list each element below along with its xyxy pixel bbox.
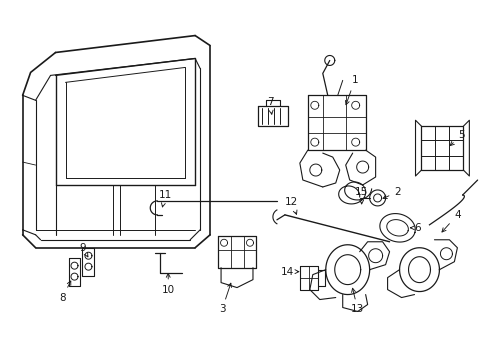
Text: 10: 10 (162, 274, 174, 294)
Text: 11: 11 (158, 190, 171, 207)
Text: 6: 6 (410, 223, 420, 233)
Text: 14: 14 (281, 267, 298, 276)
Text: 2: 2 (382, 187, 400, 199)
Text: 7: 7 (266, 97, 273, 114)
Text: 1: 1 (345, 75, 357, 105)
Text: 4: 4 (441, 210, 460, 232)
Text: 12: 12 (285, 197, 298, 214)
Text: 3: 3 (218, 283, 231, 315)
Text: 5: 5 (449, 130, 464, 145)
Text: 8: 8 (59, 281, 71, 302)
Text: 13: 13 (350, 288, 364, 315)
Text: 15: 15 (354, 187, 367, 204)
Text: 9: 9 (79, 243, 88, 257)
